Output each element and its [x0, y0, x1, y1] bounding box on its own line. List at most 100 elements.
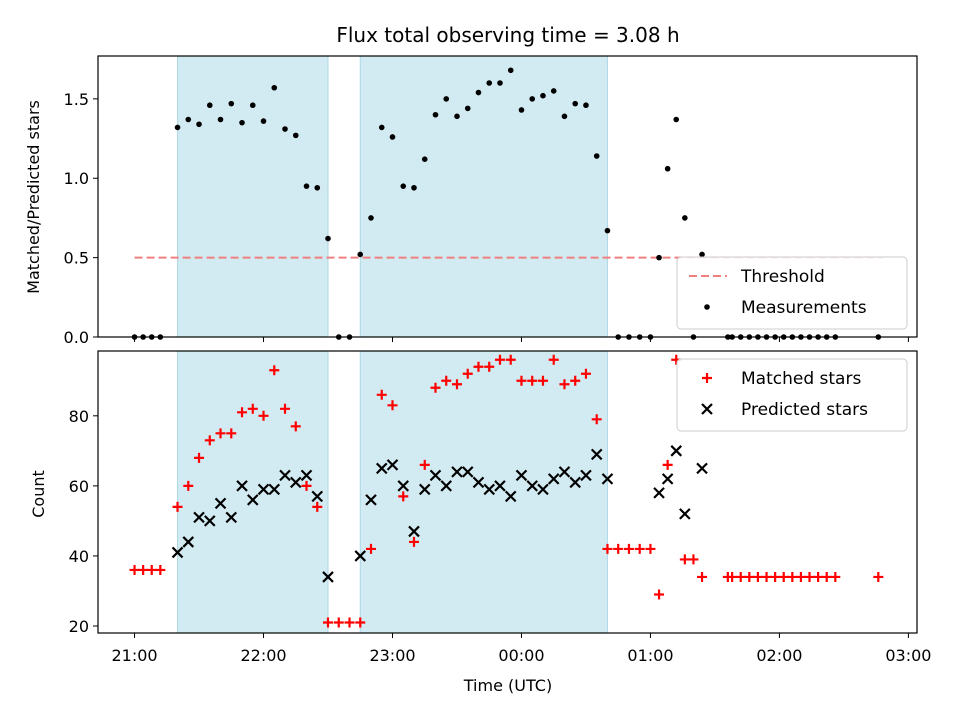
predicted-star-marker — [547, 473, 560, 485]
measurement-point — [271, 84, 278, 91]
measurement-point — [217, 116, 224, 123]
measurement-point — [196, 121, 202, 128]
matched-star-marker — [591, 414, 602, 425]
predicted-star-marker — [214, 497, 227, 510]
predicted-star-marker — [558, 466, 571, 478]
observing-interval-shade — [177, 350, 329, 634]
predicted-star-marker — [289, 476, 302, 489]
matched-star-marker — [138, 564, 149, 575]
matched-star-marker — [821, 571, 832, 582]
matched-star-marker — [770, 571, 781, 582]
legend: Threshold Measurements — [676, 256, 908, 330]
chart-title: Flux total observing time = 3.08 h — [336, 23, 679, 47]
matched-star-marker — [702, 373, 712, 383]
measurement-point — [249, 102, 256, 109]
matched-star-marker — [484, 361, 495, 372]
predicted-star-marker — [171, 546, 184, 559]
matched-star-marker — [344, 617, 355, 628]
measurement-point — [604, 227, 611, 234]
measurement-point — [325, 235, 331, 242]
matched-star-marker — [654, 589, 665, 600]
measurement-point — [303, 183, 310, 189]
predicted-star-marker — [515, 469, 528, 482]
legend-label: Threshold — [740, 267, 825, 287]
matched-star-marker — [795, 571, 806, 582]
measurement-point — [174, 124, 181, 131]
matched-star-marker — [451, 379, 462, 390]
y-tick-label: 60 — [69, 477, 89, 496]
bottom-panel: 20 40 60 80 21:00 22:00 23:00 00:00 01:00 02:00 03… — [69, 350, 931, 665]
measurement-point — [486, 80, 493, 86]
matched-star-marker — [237, 407, 248, 418]
measurement-point — [593, 153, 600, 159]
matched-star-marker — [441, 375, 452, 386]
legend-label: Matched stars — [741, 369, 861, 389]
x-tick-label: 23:00 — [369, 646, 415, 665]
matched-star-marker — [155, 564, 166, 575]
predicted-star-marker — [246, 494, 259, 506]
matched-star-marker — [387, 400, 398, 411]
predicted-star-marker — [461, 466, 474, 478]
predicted-star-marker — [451, 466, 463, 478]
matched-star-marker — [194, 452, 205, 463]
measurement-point — [185, 116, 192, 123]
predicted-star-marker — [322, 571, 334, 583]
measurement-point — [314, 184, 321, 191]
predicted-star-marker — [268, 483, 281, 496]
matched-star-marker — [623, 543, 634, 554]
predicted-star-marker — [580, 469, 592, 482]
matched-star-marker — [548, 354, 559, 365]
measurement-point — [704, 304, 710, 310]
measurement-point — [228, 100, 235, 107]
matched-star-marker — [290, 421, 301, 432]
measurement-point — [464, 105, 471, 112]
measurement-point — [206, 102, 213, 109]
measurement-point — [699, 251, 705, 258]
measurement-point — [673, 116, 680, 123]
predicted-star-marker — [429, 469, 442, 482]
legend-label: Measurements — [741, 298, 867, 318]
matched-star-marker — [688, 554, 699, 565]
measurement-point — [443, 96, 450, 102]
predicted-star-marker — [494, 480, 506, 492]
measurement-point — [454, 113, 460, 120]
measurement-point — [389, 134, 396, 140]
matched-star-marker — [752, 571, 763, 582]
predicted-star-marker — [701, 403, 713, 415]
plot-frame — [97, 350, 918, 634]
measurement-point — [292, 132, 299, 139]
predicted-star-marker — [408, 525, 420, 538]
matched-star-marker — [787, 571, 798, 582]
matched-star-marker — [813, 571, 824, 582]
matched-star-marker — [645, 543, 656, 554]
predicted-star-marker — [279, 469, 291, 482]
predicted-star-marker — [354, 550, 367, 562]
measurement-point — [378, 124, 385, 131]
measurement-point — [561, 113, 568, 120]
matched-star-marker — [408, 536, 419, 547]
matched-star-marker — [355, 617, 366, 628]
series-predicted-stars — [171, 445, 708, 583]
matched-star-marker — [744, 571, 755, 582]
predicted-star-marker — [418, 483, 431, 496]
matched-star-marker — [662, 459, 673, 470]
y-tick-label: 0.5 — [64, 249, 89, 268]
matched-star-marker — [376, 389, 387, 400]
y-tick-label: 1.0 — [64, 169, 89, 188]
measurement-point — [357, 251, 364, 258]
observing-interval-shade — [177, 55, 329, 338]
measurement-point — [282, 126, 288, 132]
measurement-point — [583, 102, 589, 109]
matched-star-marker — [419, 459, 430, 470]
measurement-point — [260, 118, 267, 124]
measurement-point — [682, 215, 688, 221]
measurement-point — [518, 107, 525, 113]
predicted-star-marker — [257, 483, 270, 496]
predicted-star-marker — [526, 480, 538, 492]
matched-star-marker — [430, 382, 441, 393]
x-tick-label: 01:00 — [627, 646, 673, 665]
matched-star-marker — [398, 491, 409, 502]
legend-box — [676, 256, 908, 330]
matched-star-marker — [516, 375, 527, 386]
matched-star-marker — [727, 571, 738, 582]
